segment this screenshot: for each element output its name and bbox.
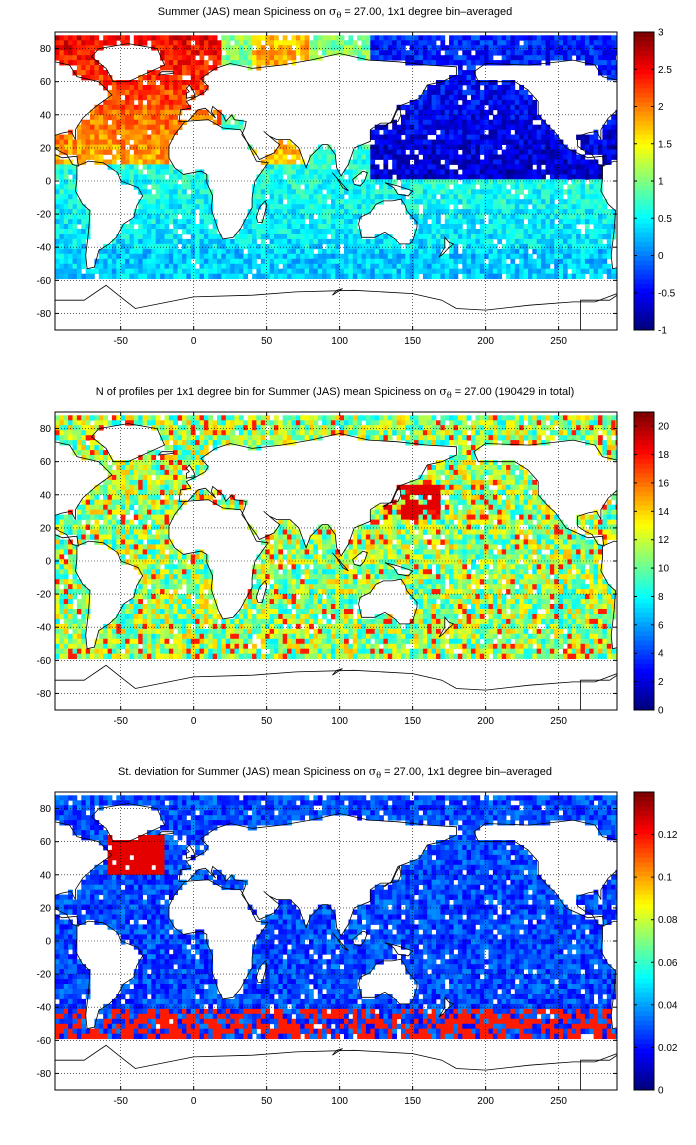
x-tick-label: 150 (404, 1096, 421, 1107)
x-tick-label: 250 (550, 716, 567, 727)
coastline (55, 665, 617, 710)
x-tick-label: 100 (331, 336, 348, 347)
y-tick-label: 80 (40, 44, 52, 55)
x-tick-label: 0 (191, 336, 197, 347)
coastline (332, 669, 342, 676)
colorbar-tick-label: 3 (658, 28, 664, 39)
colorbar-tick-label: 20 (658, 422, 670, 433)
map-panel-std-deviation: St. deviation for Summer (JAS) mean Spic… (0, 760, 696, 1140)
y-tick-label: -80 (37, 1069, 52, 1080)
y-tick-label: 0 (45, 937, 51, 948)
colorbar-tick-label: 0 (658, 251, 664, 262)
y-tick-label: 80 (40, 804, 52, 815)
coastline (332, 1049, 342, 1056)
y-tick-label: 60 (40, 837, 52, 848)
colorbar-tick-label: 0 (658, 1086, 664, 1097)
x-tick-label: 250 (550, 1096, 567, 1107)
colorbar-tick-label: 1.5 (658, 139, 672, 150)
x-tick-label: 50 (261, 716, 273, 727)
y-tick-label: -40 (37, 243, 52, 254)
map-panel-profile-count: N of profiles per 1x1 degree bin for Sum… (0, 380, 696, 760)
data-cells (55, 795, 620, 1039)
x-tick-label: 150 (404, 716, 421, 727)
x-tick-label: -50 (113, 1096, 128, 1107)
y-tick-label: -40 (37, 1003, 52, 1014)
coastline (55, 285, 617, 330)
y-tick-label: -60 (37, 1036, 52, 1047)
colorbar-tick-label: -0.5 (658, 288, 676, 299)
colorbar-tick-label: 6 (658, 620, 664, 631)
x-tick-label: -50 (113, 336, 128, 347)
y-tick-label: -20 (37, 970, 52, 981)
colorbar-tick-label: 0.1 (658, 873, 672, 884)
colorbar-tick-label: 1 (658, 177, 664, 188)
colorbar-tick-label: 10 (658, 564, 670, 575)
x-tick-label: 150 (404, 336, 421, 347)
coastline (55, 1045, 617, 1090)
y-tick-label: -20 (37, 590, 52, 601)
x-tick-label: 0 (191, 716, 197, 727)
colorbar-tick-label: 4 (658, 649, 664, 660)
colorbar-tick-label: 0 (658, 706, 664, 717)
data-cells (55, 415, 620, 659)
colorbar-tick-label: 12 (658, 535, 670, 546)
y-tick-label: -60 (37, 276, 52, 287)
colorbar-tick-label: 8 (658, 592, 664, 603)
colorbar-tick-label: 14 (658, 507, 670, 518)
y-tick-label: 20 (40, 903, 52, 914)
x-tick-label: 100 (331, 716, 348, 727)
colorbar-tick-label: 18 (658, 450, 670, 461)
y-tick-label: 40 (40, 110, 52, 121)
colorbar-tick-label: 0.06 (658, 958, 678, 969)
y-tick-label: 40 (40, 490, 52, 501)
colorbar-tick-label: 0.02 (658, 1043, 678, 1054)
y-tick-label: 60 (40, 77, 52, 88)
panel-title: St. deviation for Summer (JAS) mean Spic… (50, 765, 620, 780)
colorbar-tick-label: 0.08 (658, 915, 678, 926)
y-tick-label: 40 (40, 870, 52, 881)
y-tick-label: -40 (37, 623, 52, 634)
x-tick-label: -50 (113, 716, 128, 727)
colorbar-tick-label: 2.5 (658, 65, 672, 76)
panel-title: Summer (JAS) mean Spiciness on σθ = 27.0… (50, 5, 620, 20)
x-tick-label: 200 (477, 336, 494, 347)
colorbar-tick-label: 0.04 (658, 1000, 678, 1011)
y-tick-label: -80 (37, 309, 52, 320)
x-tick-label: 250 (550, 336, 567, 347)
x-tick-label: 200 (477, 1096, 494, 1107)
x-tick-label: 200 (477, 716, 494, 727)
y-tick-label: 60 (40, 457, 52, 468)
panel-title: N of profiles per 1x1 degree bin for Sum… (50, 385, 620, 400)
coastline (332, 289, 342, 296)
x-tick-label: 0 (191, 1096, 197, 1107)
y-tick-label: 80 (40, 424, 52, 435)
colorbar-tick-label: 0.12 (658, 830, 678, 841)
x-tick-label: 50 (261, 336, 273, 347)
map-panel-mean-spiciness: Summer (JAS) mean Spiciness on σθ = 27.0… (0, 0, 696, 380)
colorbar-tick-label: -1 (658, 326, 667, 337)
colorbar-tick-label: 2 (658, 677, 664, 688)
y-tick-label: 0 (45, 557, 51, 568)
colorbar-tick-label: 16 (658, 478, 670, 489)
y-tick-label: 0 (45, 177, 51, 188)
x-tick-label: 100 (331, 1096, 348, 1107)
coastline (159, 832, 174, 835)
y-tick-label: -60 (37, 656, 52, 667)
y-tick-label: -80 (37, 689, 52, 700)
coastline (159, 72, 174, 75)
coastline (159, 452, 174, 455)
y-tick-label: 20 (40, 143, 52, 154)
colorbar-tick-label: 0.5 (658, 214, 672, 225)
y-tick-label: 20 (40, 523, 52, 534)
y-tick-label: -20 (37, 210, 52, 221)
colorbar-tick-label: 2 (658, 102, 664, 113)
x-tick-label: 50 (261, 1096, 273, 1107)
data-cells (55, 35, 620, 279)
